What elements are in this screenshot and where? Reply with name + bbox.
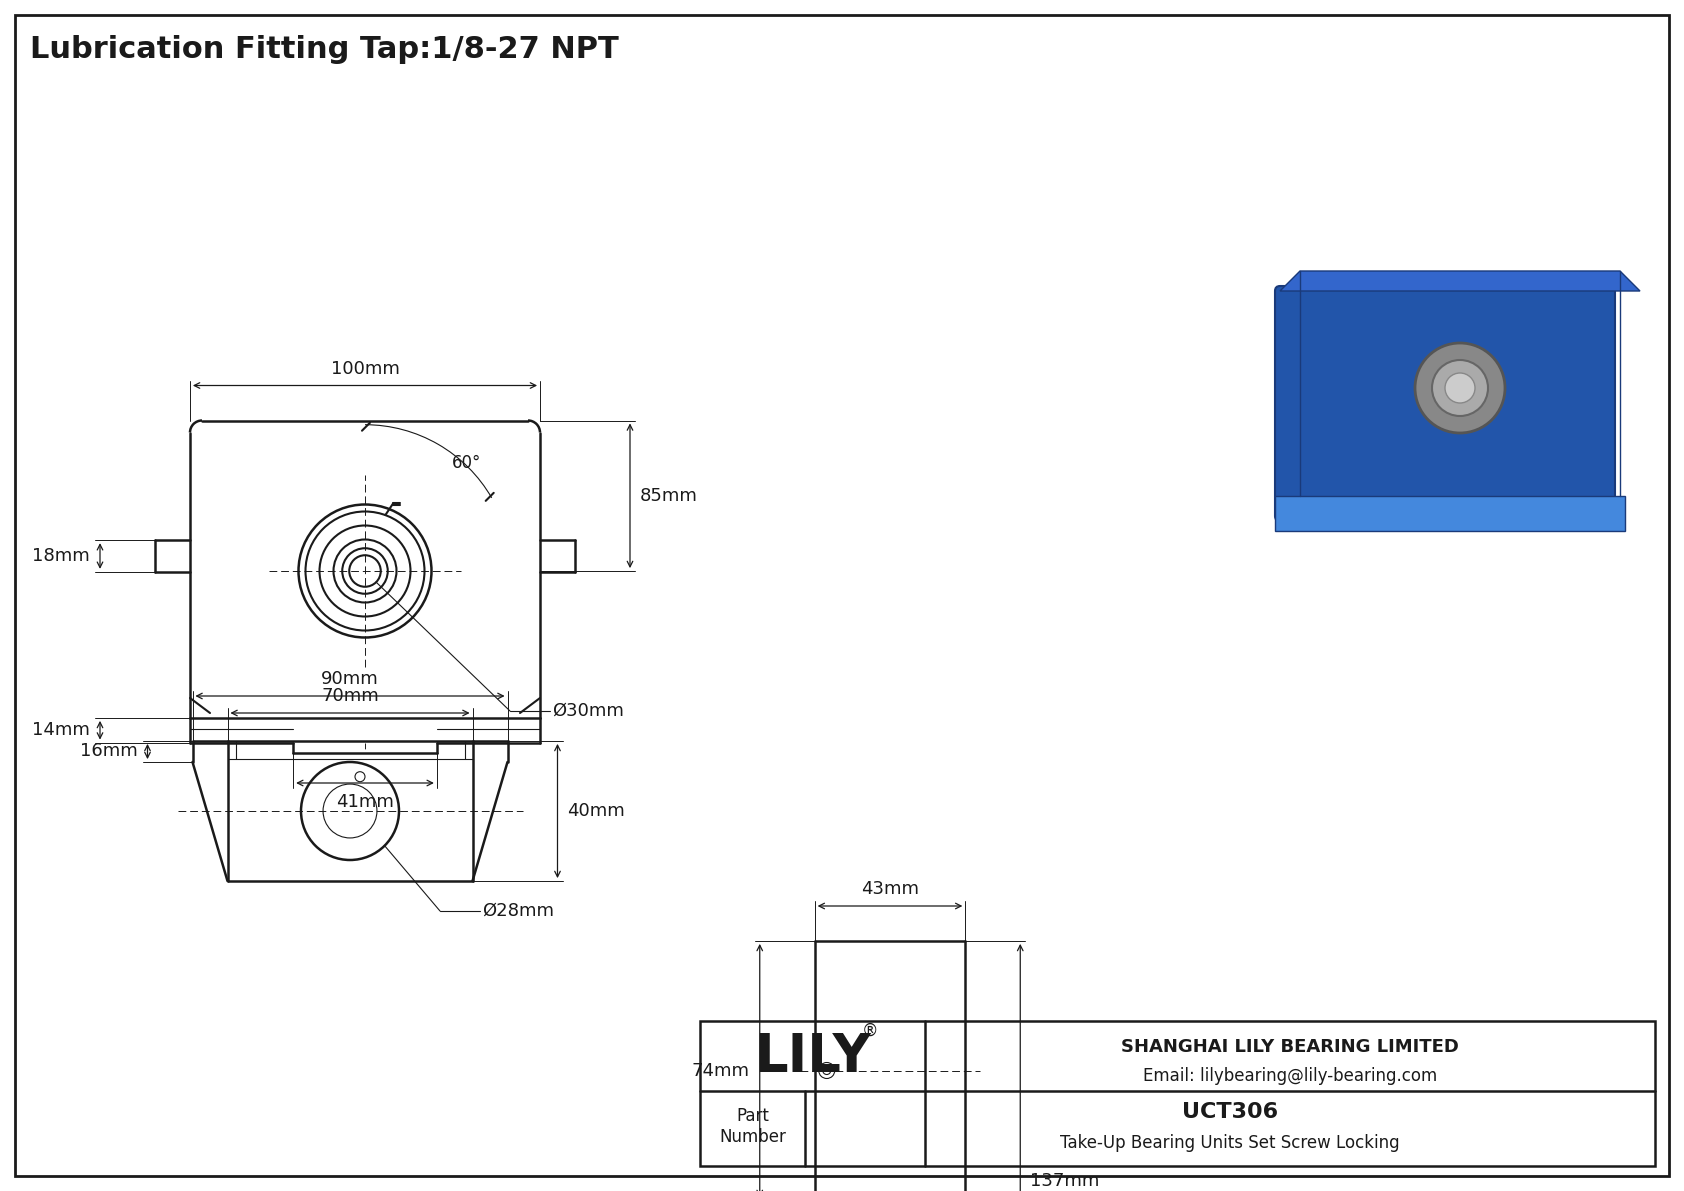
Text: 18mm: 18mm [32, 547, 89, 565]
Text: Take-Up Bearing Units Set Screw Locking: Take-Up Bearing Units Set Screw Locking [1061, 1134, 1399, 1152]
Text: 41mm: 41mm [337, 793, 394, 811]
FancyBboxPatch shape [1275, 286, 1615, 520]
Text: 43mm: 43mm [861, 880, 919, 898]
Text: Part
Number: Part Number [719, 1108, 786, 1146]
Text: UCT306: UCT306 [1182, 1103, 1278, 1122]
Text: Lubrication Fitting Tap:1/8-27 NPT: Lubrication Fitting Tap:1/8-27 NPT [30, 35, 618, 64]
Text: 137mm: 137mm [1031, 1172, 1100, 1190]
Circle shape [1431, 360, 1489, 416]
Text: Email: lilybearing@lily-bearing.com: Email: lilybearing@lily-bearing.com [1143, 1067, 1436, 1085]
Text: 14mm: 14mm [32, 722, 89, 740]
Text: LILY: LILY [754, 1031, 871, 1084]
Text: SHANGHAI LILY BEARING LIMITED: SHANGHAI LILY BEARING LIMITED [1122, 1039, 1458, 1056]
Text: 40mm: 40mm [568, 802, 625, 819]
Circle shape [1415, 343, 1505, 434]
Text: 16mm: 16mm [79, 742, 138, 761]
Text: 90mm: 90mm [322, 671, 379, 688]
Text: 60°: 60° [453, 454, 482, 473]
Text: 74mm: 74mm [692, 1061, 749, 1079]
Text: Ø30mm: Ø30mm [552, 701, 623, 721]
Text: Ø28mm: Ø28mm [482, 902, 554, 919]
Text: ®: ® [862, 1021, 879, 1040]
Text: 100mm: 100mm [330, 360, 399, 378]
Bar [701, 1021, 1655, 1166]
Polygon shape [1280, 272, 1640, 291]
Text: 85mm: 85mm [640, 487, 697, 505]
Circle shape [1445, 373, 1475, 403]
Text: 70mm: 70mm [322, 687, 379, 705]
Bar [1275, 495, 1625, 531]
